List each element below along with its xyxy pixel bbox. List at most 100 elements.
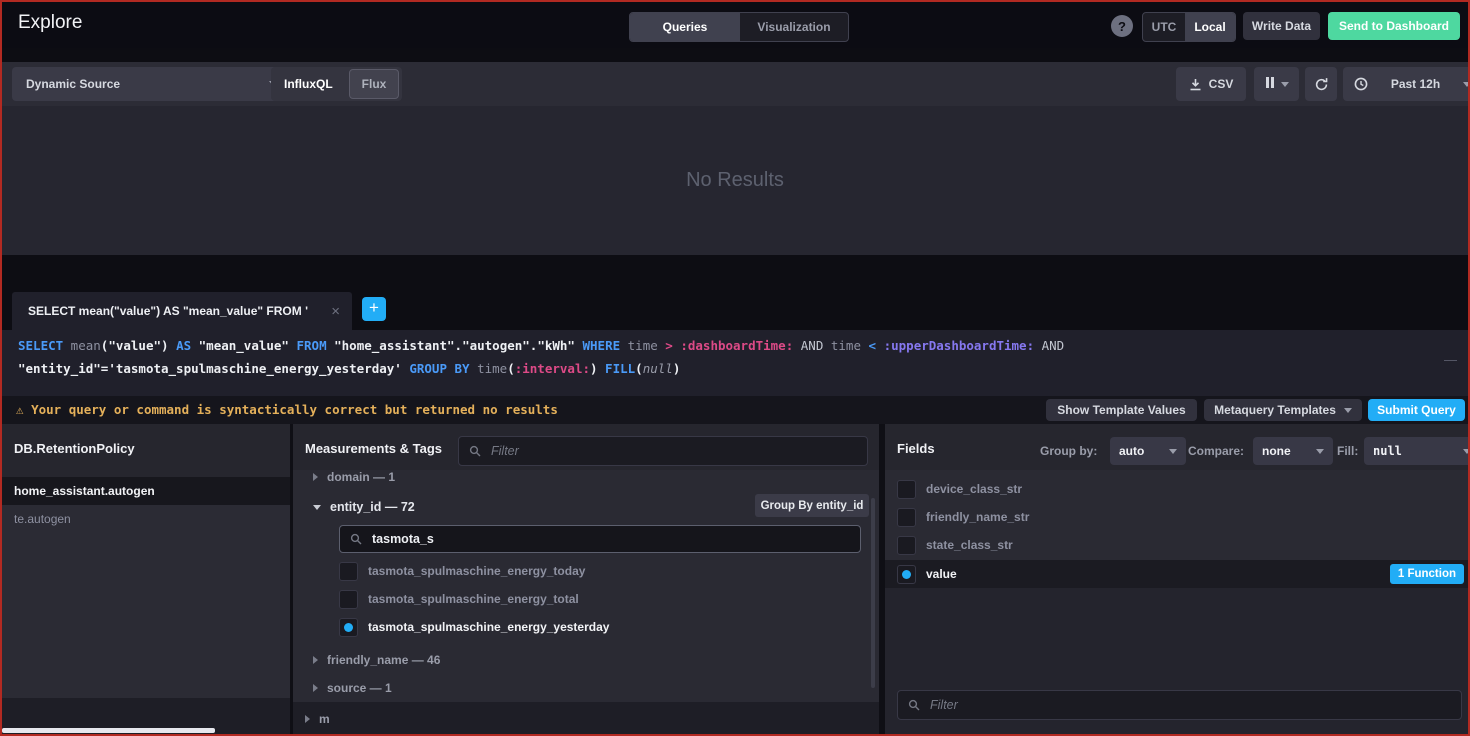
tab-queries[interactable]: Queries [630, 13, 740, 41]
fields-filter-input[interactable] [928, 697, 1451, 713]
warning-icon: ⚠ [16, 402, 24, 417]
tag-value-row[interactable]: tasmota_spulmaschine_energy_total [339, 586, 579, 612]
checkbox-checked[interactable] [897, 564, 916, 584]
write-data-button[interactable]: Write Data [1243, 12, 1320, 40]
measurements-filter-input[interactable] [489, 443, 857, 459]
field-row[interactable]: device_class_str [897, 476, 1022, 502]
tag-value-search[interactable] [339, 525, 861, 553]
influxql-toggle[interactable]: InfluxQL [284, 77, 333, 91]
group-by-entity-button[interactable]: Group By entity_id [755, 494, 869, 517]
editor-collapse-handle[interactable]: — [1444, 352, 1457, 367]
measurement-row[interactable]: m [305, 707, 330, 731]
close-icon[interactable]: × [331, 302, 340, 320]
tag-value-search-input[interactable] [370, 531, 850, 547]
fields-list: device_class_str friendly_name_str state… [885, 470, 1470, 560]
field-row[interactable]: state_class_str [897, 532, 1013, 558]
download-icon [1190, 78, 1201, 90]
tag-source-label: source — 1 [327, 681, 392, 695]
measurements-filter[interactable] [458, 436, 868, 466]
pause-icon [1265, 77, 1275, 91]
search-icon [908, 699, 920, 711]
tag-value-row[interactable]: tasmota_spulmaschine_energy_yesterday [339, 614, 609, 640]
utc-toggle[interactable]: UTC [1151, 20, 1177, 34]
add-query-button[interactable]: + [362, 297, 386, 321]
checkbox[interactable] [897, 535, 916, 555]
warning-text: Your query or command is syntactically c… [31, 402, 558, 417]
help-icon[interactable]: ? [1111, 15, 1133, 37]
search-icon [350, 533, 362, 545]
checkbox[interactable] [897, 479, 916, 499]
chevron-down-icon [313, 504, 321, 510]
measurements-header: Measurements & Tags [305, 441, 443, 456]
metaquery-templates-dropdown[interactable]: Metaquery Templates [1204, 399, 1362, 421]
checkbox-checked[interactable] [339, 617, 358, 637]
db-item[interactable]: te.autogen [2, 505, 290, 533]
tag-source-row[interactable]: source — 1 [313, 676, 392, 700]
send-to-dashboard-button[interactable]: Send to Dashboard [1328, 12, 1460, 40]
chevron-right-icon [313, 473, 318, 481]
measurement-label: m [319, 712, 330, 726]
flux-toggle[interactable]: Flux [348, 69, 400, 99]
fields-header: Fields [897, 441, 935, 456]
time-range-dropdown[interactable]: Past 12h [1343, 67, 1470, 101]
function-count-badge[interactable]: 1 Function [1389, 564, 1464, 584]
chevron-down-icon [1316, 448, 1324, 454]
show-template-values-button[interactable]: Show Template Values [1046, 399, 1197, 421]
field-label: value [926, 567, 957, 581]
db-retention-header: DB.RetentionPolicy [14, 441, 135, 456]
csv-label: CSV [1208, 77, 1234, 91]
chevron-right-icon [313, 684, 318, 692]
clock-icon [1354, 77, 1368, 91]
field-row-selected[interactable]: value 1 Function [885, 560, 1470, 588]
query-tab[interactable]: SELECT mean("value") AS "mean_value" FRO… [12, 292, 352, 330]
query-status-bar: ⚠ Your query or command is syntactically… [2, 396, 1468, 424]
search-icon [469, 445, 481, 457]
field-label: device_class_str [926, 482, 1023, 496]
group-by-dropdown[interactable]: auto [1110, 437, 1186, 465]
pause-autorefresh-button[interactable] [1254, 67, 1299, 101]
page-title: Explore [18, 12, 83, 33]
time-range-label: Past 12h [1390, 77, 1441, 91]
tag-domain-row[interactable]: domain — 1 [313, 470, 395, 489]
group-by-value: auto [1119, 444, 1145, 458]
graph-panel: No Results [2, 106, 1468, 255]
fill-dropdown[interactable]: null [1364, 437, 1470, 465]
submit-query-button[interactable]: Submit Query [1368, 399, 1465, 421]
compare-dropdown[interactable]: none [1253, 437, 1333, 465]
chevron-down-icon [1169, 448, 1177, 454]
db-item-label: home_assistant.autogen [14, 484, 155, 498]
chevron-down-icon [1280, 81, 1289, 87]
field-row[interactable]: friendly_name_str [897, 504, 1029, 530]
tag-entity-row[interactable]: entity_id — 72 [313, 495, 415, 519]
checkbox[interactable] [897, 507, 916, 527]
local-toggle[interactable]: Local [1185, 13, 1235, 41]
top-nav: Explore Queries Visualization ? UTC Loca… [2, 2, 1468, 48]
chevron-down-icon [1463, 448, 1470, 454]
no-results-text: No Results [686, 169, 784, 191]
tag-value-row[interactable]: tasmota_spulmaschine_energy_today [339, 558, 585, 584]
vertical-scrollbar[interactable] [871, 498, 875, 688]
fill-value: null [1373, 444, 1402, 458]
fields-filter[interactable] [897, 690, 1462, 720]
db-item-selected[interactable]: home_assistant.autogen [2, 477, 290, 505]
chevron-down-icon [1343, 407, 1352, 413]
checkbox[interactable] [339, 561, 358, 581]
checkbox[interactable] [339, 589, 358, 609]
csv-download-button[interactable]: CSV [1176, 67, 1246, 101]
query-editor[interactable]: SELECT mean("value") AS "mean_value" FRO… [2, 330, 1468, 396]
chevron-right-icon [313, 656, 318, 664]
query-language-toggle: InfluxQL Flux [271, 67, 403, 101]
source-dropdown[interactable]: Dynamic Source [12, 67, 293, 101]
db-retention-panel: DB.RetentionPolicy home_assistant.autoge… [2, 424, 290, 734]
measurements-panel: Measurements & Tags domain — 1 entity_id… [293, 424, 879, 734]
tag-friendly-name-row[interactable]: friendly_name — 46 [313, 648, 440, 672]
query-builder: DB.RetentionPolicy home_assistant.autoge… [2, 424, 1470, 734]
db-list: te.autogen [2, 505, 290, 698]
refresh-button[interactable] [1305, 67, 1337, 101]
tag-value-label: tasmota_spulmaschine_energy_total [368, 592, 579, 606]
tab-visualization[interactable]: Visualization [757, 20, 831, 34]
timezone-toggle: UTC Local [1142, 12, 1236, 42]
horizontal-scrollbar[interactable] [2, 728, 215, 733]
metaquery-templates-label: Metaquery Templates [1214, 403, 1336, 417]
